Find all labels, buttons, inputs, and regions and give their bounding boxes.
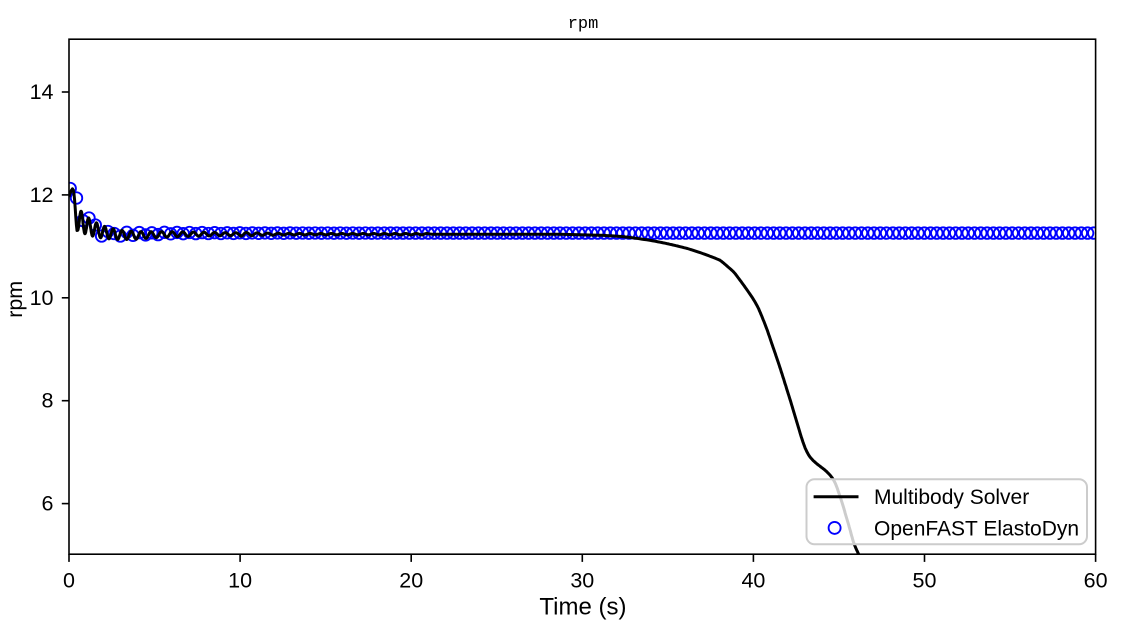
svg-text:50: 50 bbox=[913, 569, 937, 593]
svg-text:Multibody Solver: Multibody Solver bbox=[874, 486, 1029, 509]
svg-text:Time (s): Time (s) bbox=[539, 593, 626, 620]
svg-text:rpm: rpm bbox=[568, 15, 599, 34]
svg-text:0: 0 bbox=[63, 569, 75, 593]
svg-text:OpenFAST ElastoDyn: OpenFAST ElastoDyn bbox=[874, 517, 1079, 540]
svg-text:30: 30 bbox=[570, 569, 594, 593]
svg-text:8: 8 bbox=[42, 389, 54, 413]
svg-text:40: 40 bbox=[741, 569, 765, 593]
svg-text:6: 6 bbox=[42, 492, 54, 516]
svg-text:rpm: rpm bbox=[3, 281, 27, 318]
svg-text:12: 12 bbox=[30, 183, 54, 207]
svg-text:60: 60 bbox=[1084, 569, 1108, 593]
svg-text:10: 10 bbox=[30, 286, 54, 310]
svg-text:10: 10 bbox=[228, 569, 252, 593]
svg-text:20: 20 bbox=[399, 569, 423, 593]
svg-text:14: 14 bbox=[30, 80, 54, 104]
